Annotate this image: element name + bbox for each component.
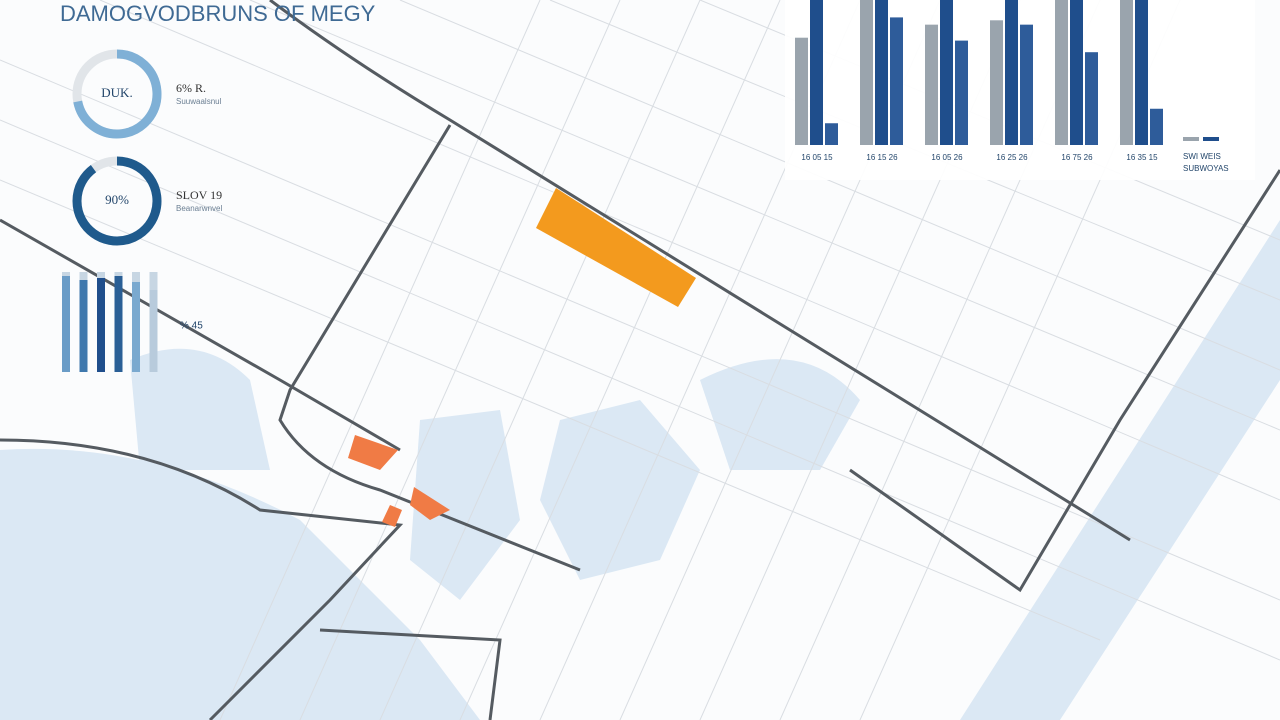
donut-label: 90% — [105, 192, 129, 207]
legend-swatch — [1203, 137, 1219, 141]
legend-swatch — [1183, 137, 1199, 141]
x-tick-label: 16 25 26 — [996, 153, 1028, 162]
bar — [810, 0, 823, 145]
x-tick-label: 16 75 26 — [1061, 153, 1093, 162]
bar — [795, 37, 808, 146]
mini-bar — [149, 290, 158, 372]
bar — [825, 123, 838, 145]
bar — [890, 17, 903, 145]
donut-arc — [72, 156, 162, 246]
bar — [875, 0, 888, 145]
bar — [955, 40, 968, 145]
bar — [1150, 108, 1163, 145]
zone — [410, 487, 450, 520]
x-tick-label: 16 05 15 — [801, 153, 833, 162]
bar — [1135, 0, 1148, 145]
road — [278, 124, 581, 572]
legend-label: SUBWOYAS — [1183, 164, 1229, 173]
highlights — [348, 188, 696, 527]
street — [219, 0, 1181, 720]
bar — [925, 24, 938, 145]
basin — [410, 410, 520, 600]
mini-chart-label: % 45 — [180, 321, 203, 332]
bay — [0, 448, 480, 720]
mini-bar — [79, 280, 88, 372]
mini-bar — [132, 282, 140, 372]
donut-side-label: SLOV 19 — [176, 188, 222, 202]
mini-bar — [97, 278, 105, 372]
title: DAMOGVODBRUNS OF MEGY — [60, 1, 376, 26]
donut-side-label: 6% R. — [176, 81, 206, 95]
river — [960, 220, 1280, 720]
legend-label: SWI WEIS — [1183, 152, 1221, 161]
road — [319, 628, 502, 720]
bar — [1005, 0, 1018, 145]
harbor — [130, 348, 270, 470]
bar — [940, 0, 953, 145]
mini-bar — [62, 276, 70, 372]
road — [0, 218, 401, 452]
x-tick-label: 16 35 15 — [1126, 153, 1158, 162]
zone — [348, 435, 398, 470]
bar — [860, 0, 873, 145]
bar — [990, 20, 1003, 145]
zone — [536, 188, 696, 307]
bar — [1055, 0, 1068, 145]
basin — [700, 359, 860, 470]
bar — [1120, 0, 1133, 145]
donut-side-sublabel: Suuwaalsnul — [176, 97, 222, 106]
bar — [1020, 24, 1033, 145]
donut-label: DUK. — [101, 85, 132, 100]
mini-bar — [114, 276, 123, 372]
bar — [1070, 0, 1083, 145]
x-tick-label: 16 05 26 — [931, 153, 963, 162]
road — [849, 169, 1280, 593]
zone — [382, 505, 402, 527]
x-tick-label: 16 15 26 — [866, 153, 898, 162]
donut-arc — [73, 49, 162, 139]
water — [0, 220, 1280, 720]
donut-side-sublabel: Beanarwnvel — [176, 204, 222, 213]
basin — [540, 400, 700, 580]
road — [0, 438, 404, 720]
road — [269, 0, 1131, 542]
bar — [1085, 52, 1098, 146]
